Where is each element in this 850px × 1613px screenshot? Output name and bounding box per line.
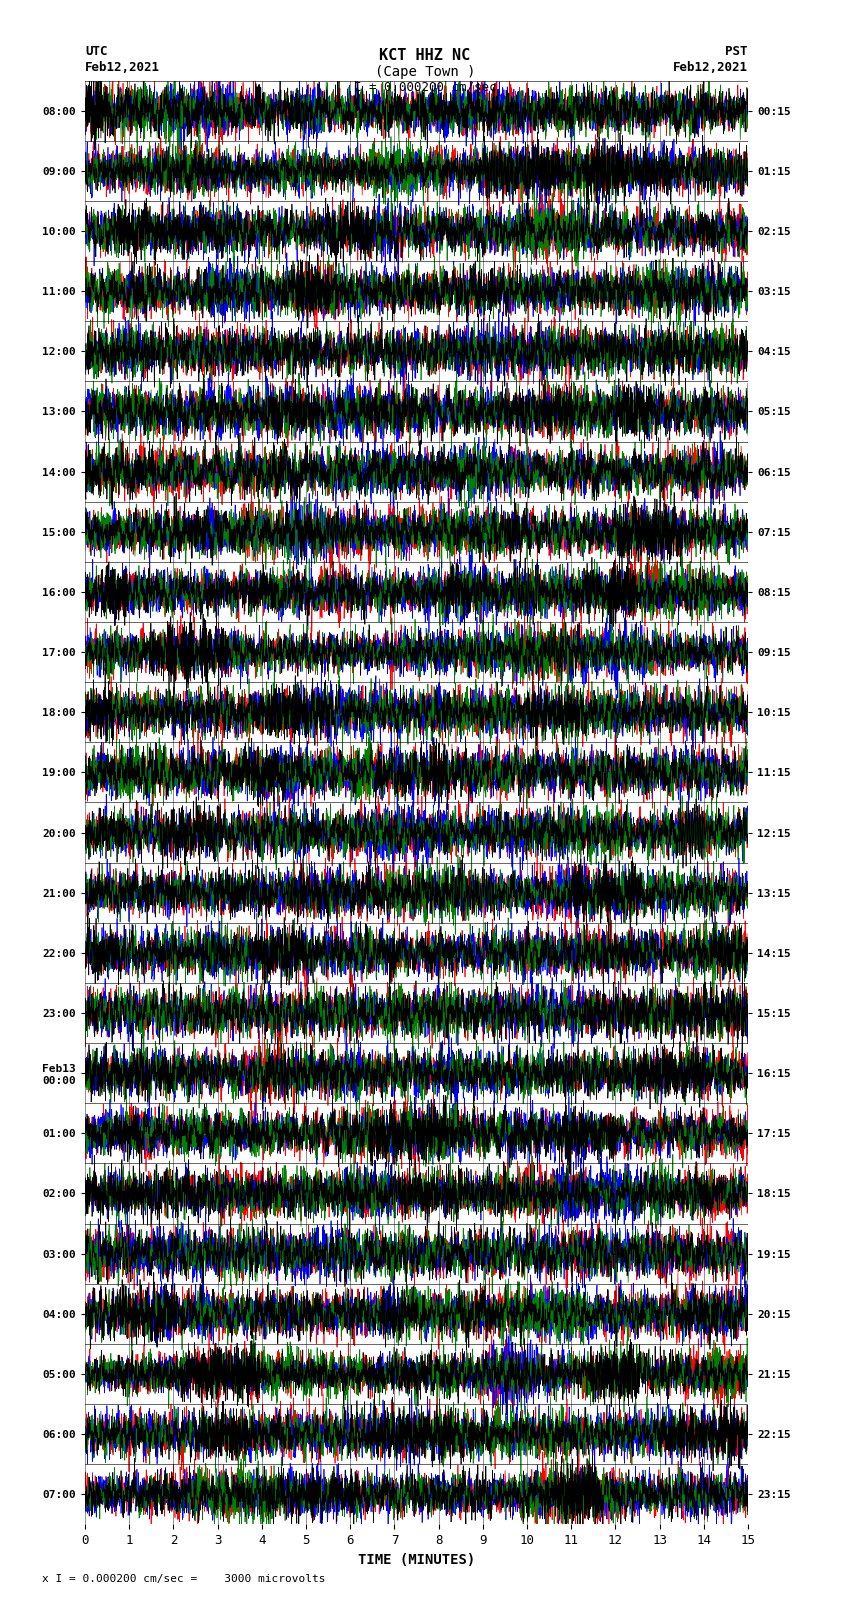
Text: KCT HHZ NC: KCT HHZ NC [379, 48, 471, 63]
Text: UTC: UTC [85, 45, 107, 58]
X-axis label: TIME (MINUTES): TIME (MINUTES) [358, 1553, 475, 1566]
Text: I = 0.000200 cm/sec: I = 0.000200 cm/sec [354, 81, 496, 94]
Text: (Cape Town ): (Cape Town ) [375, 65, 475, 79]
Text: PST: PST [726, 45, 748, 58]
Text: Feb12,2021: Feb12,2021 [673, 61, 748, 74]
Text: x I = 0.000200 cm/sec =    3000 microvolts: x I = 0.000200 cm/sec = 3000 microvolts [42, 1574, 326, 1584]
Text: Feb12,2021: Feb12,2021 [85, 61, 160, 74]
